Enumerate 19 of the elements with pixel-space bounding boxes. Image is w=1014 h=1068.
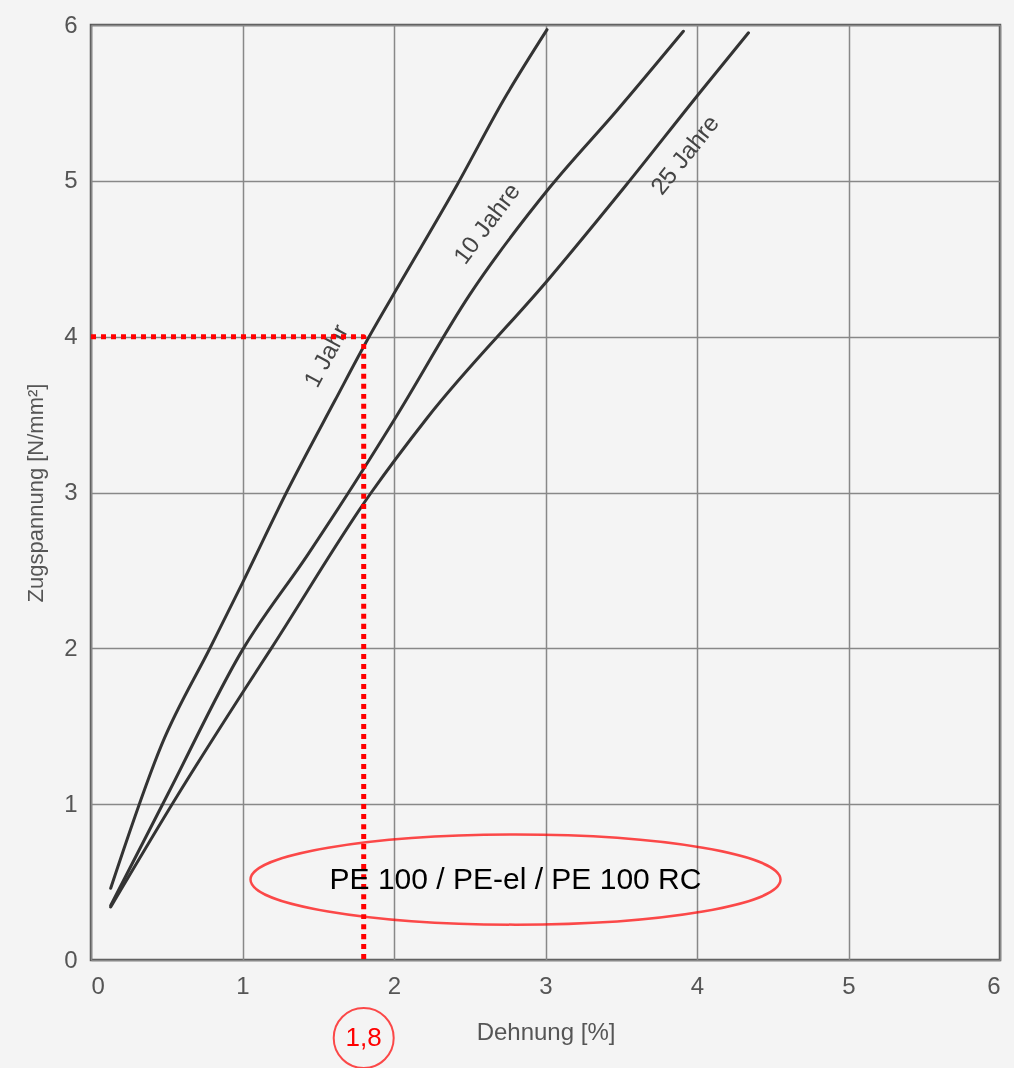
x-tick-label: 4 (690, 971, 705, 999)
y-tick-label: 6 (64, 10, 78, 38)
line-series (109, 28, 549, 890)
x-tick-label: 6 (987, 971, 1001, 999)
y-tick-label: 4 (64, 322, 78, 350)
x-tick-label: 2 (387, 971, 402, 999)
y-axis-title: Zugspannung [N/mm²] (23, 383, 49, 603)
x-tick-label: 1 (236, 971, 250, 999)
y-tick-label: 0 (64, 945, 78, 973)
x-tick-label: 0 (91, 971, 105, 999)
y-tick-label: 3 (64, 478, 78, 505)
annotation: 1,8 (345, 1022, 382, 1052)
y-tick-label: 1 (64, 789, 78, 817)
y-tick-label: 5 (64, 166, 78, 194)
y-tick-label: 2 (64, 633, 78, 661)
annotation: PE 100 / PE-el / PE 100 RC (329, 861, 702, 895)
x-tick-label: 3 (539, 971, 553, 999)
x-axis-title: Dehnung [%] (476, 1017, 616, 1045)
x-tick-label: 5 (842, 971, 856, 999)
